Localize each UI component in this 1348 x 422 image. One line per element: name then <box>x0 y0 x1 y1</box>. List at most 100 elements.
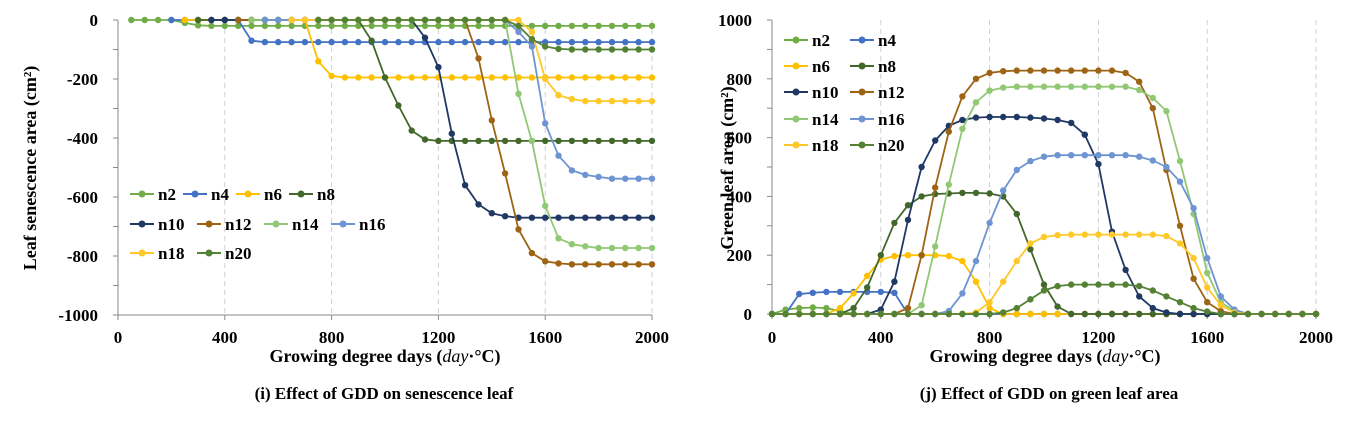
data-point <box>568 22 576 30</box>
legend-item-n10: n10 <box>784 83 838 102</box>
data-point <box>355 38 362 46</box>
data-point <box>918 193 925 200</box>
series-n18 <box>288 16 656 105</box>
data-point <box>528 214 536 221</box>
data-point <box>408 22 415 30</box>
data-point <box>395 16 402 24</box>
data-point <box>582 22 589 30</box>
x-tick-label: 2000 <box>1299 328 1333 347</box>
data-point <box>986 190 993 197</box>
data-point <box>891 219 898 227</box>
data-point <box>475 137 482 145</box>
data-point <box>595 137 602 145</box>
data-point <box>128 16 135 24</box>
data-point <box>972 278 980 285</box>
data-point <box>635 97 642 105</box>
data-point <box>408 38 415 46</box>
data-point <box>501 213 509 220</box>
data-point <box>1068 281 1075 288</box>
data-point <box>315 16 322 24</box>
data-point <box>608 22 616 30</box>
data-point <box>1149 310 1157 318</box>
data-point <box>355 74 362 81</box>
data-point <box>528 36 536 43</box>
data-point <box>1190 310 1197 318</box>
data-point <box>528 137 536 145</box>
data-point <box>809 304 816 311</box>
data-point <box>877 310 884 318</box>
legend-item-n2: n2 <box>130 185 176 204</box>
data-point <box>515 22 522 30</box>
data-point <box>248 16 255 24</box>
x-axis-label: Growing degree days (day·°C) <box>269 346 500 367</box>
data-point <box>421 16 429 24</box>
panel-senescence-leaf: 0 -200 -400 -600 -800 -1000 0 400 800 1200 1600 200… <box>20 11 669 403</box>
series-line <box>131 19 652 27</box>
legend-marker <box>244 190 252 198</box>
data-point <box>932 184 939 191</box>
legend-marker <box>792 62 800 70</box>
data-point <box>595 214 602 221</box>
data-point <box>568 214 576 221</box>
data-point <box>959 116 966 124</box>
data-point <box>1027 246 1034 253</box>
series-line <box>772 69 1316 315</box>
data-point <box>475 38 482 46</box>
legend-marker <box>205 220 213 228</box>
legend-label: n4 <box>878 31 896 50</box>
data-point <box>555 137 562 145</box>
y-tick-label: -800 <box>67 247 98 266</box>
data-point <box>864 284 871 291</box>
data-point <box>1040 115 1048 122</box>
data-point <box>1204 269 1211 276</box>
data-point <box>904 216 912 224</box>
legend-label: n16 <box>359 215 385 234</box>
data-point <box>1068 119 1075 127</box>
data-point <box>515 38 522 46</box>
data-point <box>235 16 242 24</box>
data-point <box>1027 240 1034 247</box>
legend-label: n10 <box>158 215 184 234</box>
data-point <box>877 288 884 296</box>
data-point <box>542 43 549 50</box>
data-point <box>1054 303 1061 310</box>
data-point <box>959 189 966 197</box>
data-point <box>1013 257 1020 265</box>
x-tick-label: 0 <box>768 328 777 347</box>
data-point <box>1122 281 1129 288</box>
data-point <box>1176 157 1184 165</box>
x-axis-label-after: ·°C) <box>1128 346 1160 367</box>
data-point <box>648 22 656 30</box>
legend-marker <box>297 190 305 198</box>
series-n8 <box>768 189 1320 318</box>
data-point <box>635 214 642 221</box>
data-point <box>1231 310 1238 318</box>
legend-label: n4 <box>211 185 229 204</box>
data-point <box>1000 68 1007 75</box>
data-point <box>622 74 629 81</box>
data-point <box>796 304 803 312</box>
data-point <box>986 113 993 121</box>
data-point <box>1163 309 1170 316</box>
data-point <box>421 22 429 30</box>
data-point <box>918 252 925 259</box>
data-point <box>608 261 616 268</box>
data-point <box>408 16 415 24</box>
data-point <box>582 97 589 105</box>
data-point <box>918 302 925 309</box>
legend-item-n14: n14 <box>784 110 839 129</box>
data-point <box>542 214 549 221</box>
legend-marker <box>858 141 866 149</box>
data-point <box>435 16 442 24</box>
data-point <box>261 38 269 46</box>
data-point <box>1013 210 1020 218</box>
data-point <box>475 16 482 24</box>
series-n2 <box>128 16 656 30</box>
data-point <box>528 74 536 81</box>
data-point <box>1176 240 1184 247</box>
data-point <box>1081 131 1089 138</box>
data-point <box>622 214 629 221</box>
legend: n2 n4 n6 n8 n10 n12 n14 n16 n18 n20 <box>130 185 385 263</box>
data-point <box>1204 299 1211 306</box>
legend-label: n16 <box>878 110 904 129</box>
